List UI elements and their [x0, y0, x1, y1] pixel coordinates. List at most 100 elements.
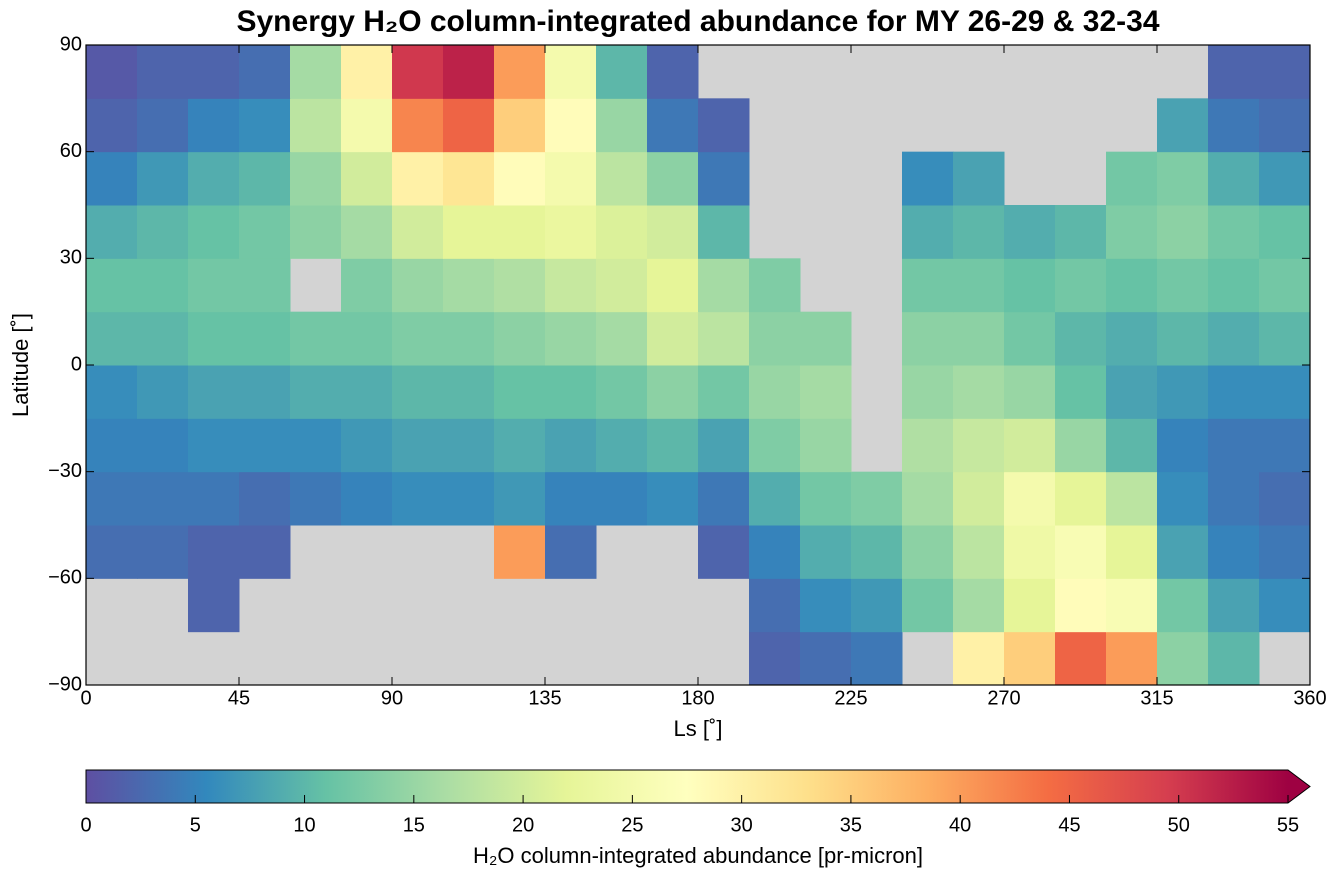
heatmap-cell	[1208, 365, 1260, 419]
colorbar	[86, 770, 1288, 803]
heatmap-cell	[1106, 578, 1158, 633]
heatmap-cell	[545, 45, 597, 99]
heatmap-cell	[851, 525, 903, 579]
heatmap-cell	[1259, 258, 1311, 313]
heatmap-cell	[290, 311, 342, 366]
heatmap-cell	[1106, 151, 1158, 206]
heatmap-cell	[1004, 258, 1056, 313]
heatmap-cell	[137, 151, 189, 206]
heatmap-cell	[1106, 311, 1158, 366]
heatmap-cell	[647, 418, 699, 473]
colorbar-tick-label: 0	[80, 814, 91, 836]
heatmap-cell	[800, 525, 852, 579]
heatmap-cell	[647, 151, 699, 206]
heatmap-cell	[749, 578, 801, 633]
heatmap-cell	[86, 258, 138, 313]
heatmap-cell	[698, 311, 750, 366]
heatmap-cell	[749, 471, 801, 526]
heatmap-cell	[1157, 365, 1209, 419]
y-tick-label: 90	[60, 33, 82, 55]
heatmap-cell	[1055, 311, 1107, 366]
heatmap-cell	[953, 365, 1005, 419]
heatmap-cell	[188, 471, 240, 526]
colorbar-label: H₂O column-integrated abundance [pr-micr…	[473, 843, 923, 868]
heatmap-cell	[392, 205, 444, 259]
heatmap-cell	[647, 258, 699, 313]
heatmap-cell	[494, 471, 546, 526]
heatmap-cell	[1208, 471, 1260, 526]
heatmap-cell	[1259, 578, 1311, 633]
heatmap-cell	[392, 418, 444, 473]
heatmap-cell	[239, 471, 291, 526]
heatmap-cell	[902, 525, 954, 579]
heatmap-cell	[1208, 151, 1260, 206]
heatmap-cell	[1055, 418, 1107, 473]
heatmap-cell	[1004, 578, 1056, 633]
x-tick-label: 315	[1140, 687, 1173, 709]
heatmap-cell	[137, 471, 189, 526]
heatmap-cell	[902, 311, 954, 366]
heatmap-cell	[596, 151, 648, 206]
heatmap-cell	[137, 205, 189, 259]
heatmap-cell	[239, 258, 291, 313]
heatmap-cell	[647, 205, 699, 259]
heatmap-cell	[443, 205, 495, 259]
heatmap-cell	[494, 205, 546, 259]
heatmap-cell	[1157, 258, 1209, 313]
heatmap-cell	[902, 151, 954, 206]
heatmap-cell	[1055, 365, 1107, 419]
heatmap-cell	[902, 471, 954, 526]
heatmap-cell	[1259, 311, 1311, 366]
heatmap-cell	[188, 311, 240, 366]
heatmap-cell	[137, 258, 189, 313]
heatmap-cell	[545, 525, 597, 579]
heatmap-cell	[392, 311, 444, 366]
chart-title: Synergy H₂O column-integrated abundance …	[236, 5, 1159, 38]
heatmap-cell	[137, 311, 189, 366]
heatmap-cell	[290, 365, 342, 419]
heatmap-cell	[1106, 205, 1158, 259]
heatmap-cell	[443, 98, 495, 153]
heatmap-cell	[1208, 631, 1260, 686]
heatmap-cell	[1106, 365, 1158, 419]
heatmap-cell	[86, 471, 138, 526]
heatmap-cell	[392, 45, 444, 99]
heatmap-cell	[749, 311, 801, 366]
heatmap-cell	[1259, 365, 1311, 419]
heatmap-cell	[1259, 98, 1311, 153]
heatmap-cell	[1208, 578, 1260, 633]
heatmap-cell	[239, 311, 291, 366]
heatmap-cell	[1106, 525, 1158, 579]
heatmap-cell	[545, 418, 597, 473]
heatmap-cell	[494, 258, 546, 313]
heatmap-cell	[239, 151, 291, 206]
heatmap-cell	[749, 631, 801, 686]
heatmap-cell	[1208, 258, 1260, 313]
colorbar-tick-label: 20	[512, 814, 534, 836]
heatmap-cell	[188, 578, 240, 633]
heatmap-cell	[1004, 525, 1056, 579]
heatmap-cell	[290, 98, 342, 153]
heatmap-cell	[392, 258, 444, 313]
heatmap-cell	[494, 45, 546, 99]
heatmap-cell	[545, 98, 597, 153]
heatmap-cell	[1055, 471, 1107, 526]
x-tick-label: 90	[381, 687, 403, 709]
x-tick-label: 0	[80, 687, 91, 709]
colorbar-tick-label: 5	[190, 814, 201, 836]
heatmap-cell	[341, 205, 393, 259]
heatmap-cell	[188, 98, 240, 153]
heatmap-cell	[545, 311, 597, 366]
heatmap-cell	[1208, 525, 1260, 579]
heatmap-cell	[1208, 418, 1260, 473]
heatmap-cell	[1106, 471, 1158, 526]
heatmap-cell	[596, 98, 648, 153]
heatmap-cell	[86, 418, 138, 473]
heatmap-cell	[1055, 205, 1107, 259]
x-tick-label: 135	[528, 687, 561, 709]
heatmap-cell	[545, 471, 597, 526]
heatmap-cell	[698, 258, 750, 313]
heatmap-cell	[1157, 418, 1209, 473]
heatmap-cell	[800, 471, 852, 526]
heatmap-cell	[1055, 631, 1107, 686]
